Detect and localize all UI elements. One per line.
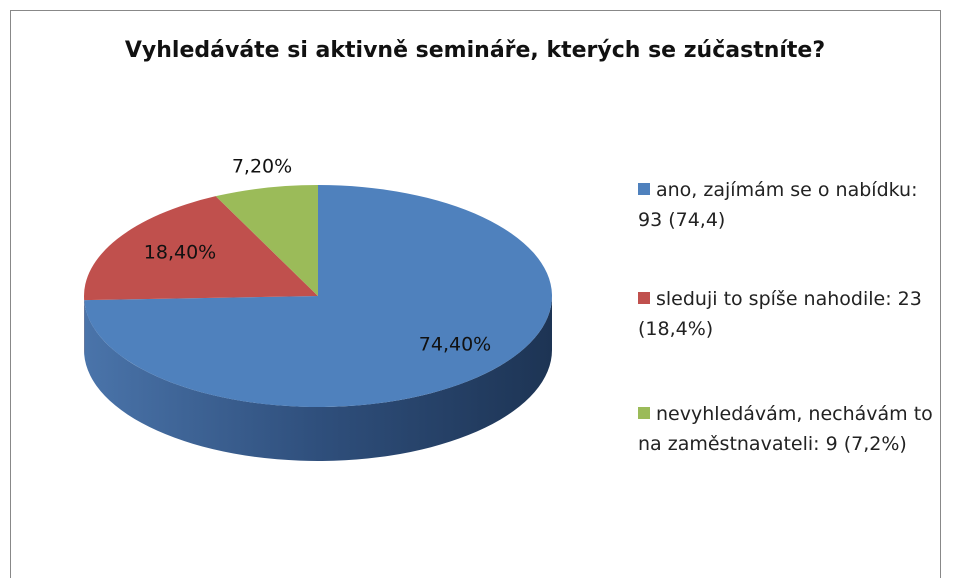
pie-slice <box>83 196 318 301</box>
legend-label: nevyhledávám, nechávám to na zaměstnavat… <box>638 403 933 455</box>
legend-swatch <box>638 292 650 304</box>
legend-label: sleduji to spíše nahodile: 23 (18,4%) <box>638 288 922 340</box>
legend-entry: sleduji to spíše nahodile: 23 (18,4%) <box>638 284 938 344</box>
legend-swatch <box>638 183 650 195</box>
data-label: 74,40% <box>419 334 491 356</box>
legend-entry: nevyhledávám, nechávám to na zaměstnavat… <box>638 399 938 459</box>
pie-slice <box>215 185 318 296</box>
chart-title: Vyhledáváte si aktivně semináře, kterých… <box>125 38 825 63</box>
data-label: 7,20% <box>232 156 292 178</box>
pie-side <box>84 296 552 462</box>
pie-slice <box>84 185 552 408</box>
legend-label: ano, zajímám se o nabídku: 93 (74,4) <box>638 179 918 231</box>
frame <box>10 10 941 578</box>
data-label: 18,40% <box>144 242 216 264</box>
legend-swatch <box>638 407 650 419</box>
legend-entry: ano, zajímám se o nabídku: 93 (74,4) <box>638 175 938 235</box>
